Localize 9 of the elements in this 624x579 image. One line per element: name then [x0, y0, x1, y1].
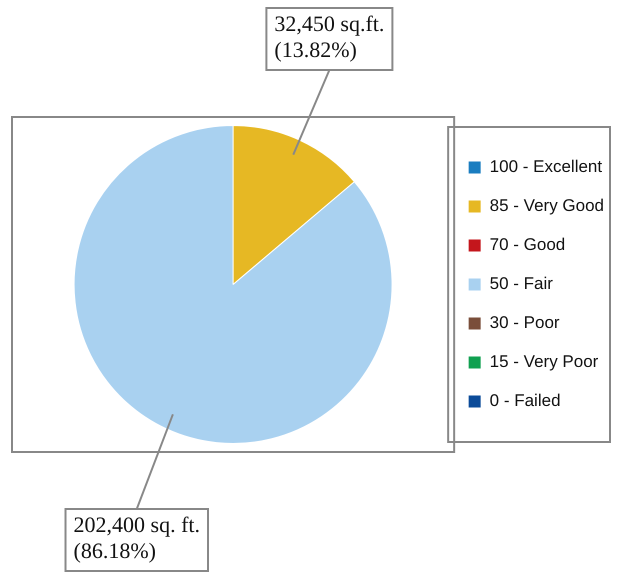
legend-label: 15 - Very Poor	[490, 352, 599, 372]
legend-label: 50 - Fair	[490, 274, 554, 294]
data-label: 202,400 sq. ft. (86.18%)	[74, 512, 200, 563]
data-label: 32,450 sq.ft. (13.82%)	[274, 10, 384, 62]
legend-label: 100 - Excellent	[490, 157, 602, 176]
legend-label: 30 - Poor	[490, 313, 560, 332]
legend-label: 85 - Very Good	[490, 196, 604, 216]
legend-label: 0 - Failed	[490, 391, 561, 410]
legend-label: 70 - Good	[490, 235, 566, 254]
